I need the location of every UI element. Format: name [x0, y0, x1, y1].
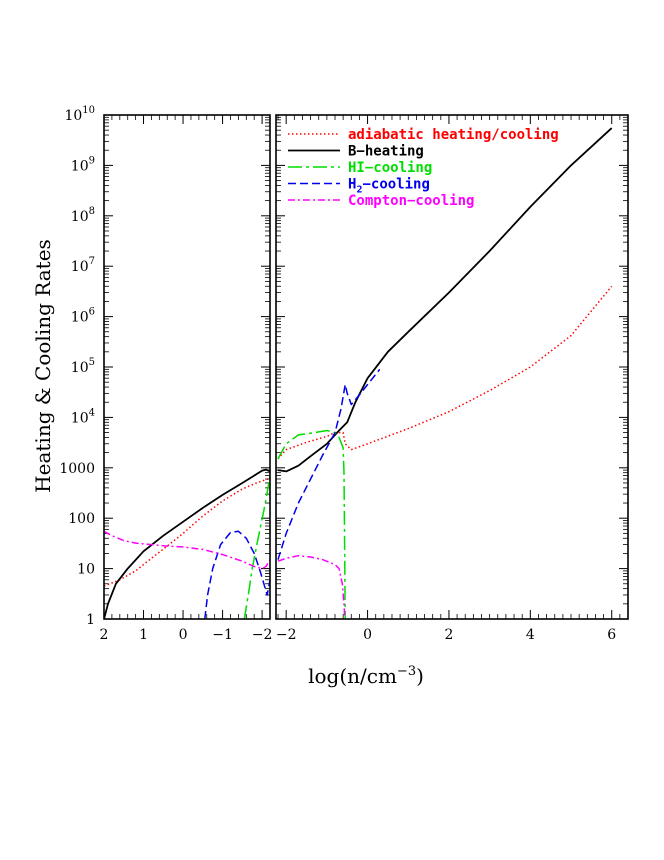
- series-line-h2_cooling: [277, 368, 381, 560]
- y-tick-label: 106: [71, 307, 95, 326]
- x-tick-label: −1: [212, 627, 233, 643]
- y-tick-label: 104: [71, 407, 95, 426]
- x-tick-label: 2: [444, 627, 453, 643]
- y-tick-label: 109: [71, 155, 95, 174]
- x-tick-label: 4: [526, 627, 535, 643]
- panel-collapse: −2 0 2 4 6: [275, 114, 629, 643]
- legend-label: adiabatic heating/cooling: [348, 127, 559, 143]
- series-line-hi_cooling: [243, 475, 270, 619]
- legend-entry-adiabatic: adiabatic heating/cooling: [288, 127, 559, 143]
- y-tick-label: 10: [77, 562, 95, 578]
- legend-label: B−heating: [348, 144, 424, 160]
- legend-entry-hi_cooling: HI−cooling: [288, 160, 432, 176]
- panel-frame: [103, 114, 271, 620]
- x-tick-label: 6: [607, 627, 616, 643]
- y-tick-label: 107: [71, 256, 95, 275]
- legend-label: Compton−cooling: [348, 193, 474, 209]
- legend-label: HI−cooling: [348, 160, 432, 176]
- series-line-compton: [277, 554, 346, 619]
- y-tick-label: 1010: [64, 105, 95, 124]
- series-line-compton: [104, 530, 270, 570]
- x-tick-label: −2: [252, 627, 273, 643]
- y-tick-labels: 1 10 100 1000 104 105 106 107 108 109 1010: [59, 105, 95, 628]
- y-tick-label: 105: [71, 357, 95, 376]
- x-axis-label-end: ): [416, 664, 424, 688]
- series-line-adiabatic: [277, 285, 613, 460]
- x-tick-label: −2: [276, 627, 297, 643]
- x-tick-label: 0: [363, 627, 372, 643]
- y-tick-label: 1: [86, 612, 95, 628]
- y-tick-label: 1000: [59, 461, 95, 477]
- y-tick-label: 108: [71, 206, 95, 225]
- series-line-b_heating: [104, 468, 270, 619]
- legend: adiabatic heating/coolingB−heatingHI−coo…: [288, 127, 559, 209]
- legend-label: H2−cooling: [348, 177, 430, 196]
- legend-entry-h2_cooling: H2−cooling: [288, 177, 430, 196]
- x-tick-label: 0: [179, 627, 188, 643]
- legend-entry-compton: Compton−cooling: [288, 193, 474, 209]
- x-axis-label-main: log(n/cm: [308, 664, 397, 688]
- series-line-adiabatic: [104, 478, 269, 587]
- series-line-b_heating: [277, 127, 613, 473]
- x-tick-label: 2: [100, 627, 109, 643]
- panel-expansion: 2 1 0 −1 −2: [100, 114, 273, 643]
- x-axis-label: log(n/cm−3): [308, 664, 424, 688]
- x-tick-label: 1: [139, 627, 148, 643]
- plot-panels: 2 1 0 −1 −2 −2 0 2 4 6110100100010410510610710810…: [59, 105, 629, 643]
- legend-entry-b_heating: B−heating: [288, 144, 424, 160]
- panel-frame: [275, 114, 629, 620]
- series-line-hi_cooling: [277, 429, 346, 619]
- y-axis-label: Heating & Cooling Rates: [31, 239, 55, 493]
- x-axis-label-sup: −3: [397, 664, 416, 679]
- series-line-h2_cooling: [204, 530, 270, 619]
- y-tick-label: 100: [68, 511, 95, 527]
